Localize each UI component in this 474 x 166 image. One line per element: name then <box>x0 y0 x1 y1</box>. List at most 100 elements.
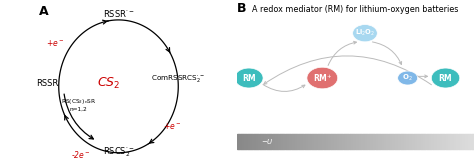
Bar <box>279 134 280 149</box>
Bar <box>437 134 438 149</box>
Bar <box>346 134 347 149</box>
Bar <box>332 134 333 149</box>
Bar <box>404 134 405 149</box>
Bar <box>450 134 451 149</box>
Bar <box>397 134 398 149</box>
Bar <box>463 134 465 149</box>
Bar <box>300 134 301 149</box>
Text: A: A <box>39 5 48 18</box>
Bar <box>418 134 419 149</box>
Bar <box>387 134 389 149</box>
Circle shape <box>353 25 377 42</box>
Bar <box>345 134 346 149</box>
Bar <box>273 134 274 149</box>
Bar <box>298 134 299 149</box>
Bar <box>313 134 314 149</box>
Bar <box>321 134 322 149</box>
Bar <box>461 134 462 149</box>
Bar <box>430 134 431 149</box>
Bar <box>337 134 339 149</box>
Bar <box>265 134 266 149</box>
Text: O$_2$: O$_2$ <box>402 73 413 83</box>
Bar <box>274 134 275 149</box>
Circle shape <box>235 68 263 88</box>
Bar <box>406 134 408 149</box>
Bar <box>307 134 308 149</box>
Text: B: B <box>237 2 246 15</box>
Bar <box>431 134 432 149</box>
Bar <box>294 134 295 149</box>
Bar <box>351 134 352 149</box>
Text: RSCS$_2^{\cdot-}$: RSCS$_2^{\cdot-}$ <box>103 146 134 160</box>
Bar <box>429 134 430 149</box>
Bar <box>304 134 306 149</box>
Bar <box>424 134 426 149</box>
Bar <box>468 134 469 149</box>
Bar <box>441 134 442 149</box>
Bar <box>290 134 292 149</box>
Bar <box>327 134 328 149</box>
Bar <box>391 134 392 149</box>
Bar <box>455 134 456 149</box>
Bar <box>318 134 319 149</box>
Bar <box>454 134 455 149</box>
Bar <box>469 134 470 149</box>
Bar <box>423 134 424 149</box>
Bar <box>270 134 271 149</box>
Bar <box>295 134 296 149</box>
Bar <box>310 134 312 149</box>
Bar <box>380 134 382 149</box>
Bar <box>442 134 443 149</box>
Bar <box>285 134 287 149</box>
Bar <box>256 134 257 149</box>
Bar <box>356 134 358 149</box>
Bar <box>396 134 397 149</box>
Bar <box>462 134 463 149</box>
Bar <box>339 134 340 149</box>
Bar <box>289 134 290 149</box>
Bar <box>359 134 360 149</box>
Bar <box>383 134 384 149</box>
Bar <box>344 134 345 149</box>
Text: A redox mediator (RM) for lithium-oxygen batteries: A redox mediator (RM) for lithium-oxygen… <box>252 5 459 14</box>
Bar <box>319 134 320 149</box>
Bar <box>341 134 342 149</box>
Bar <box>428 134 429 149</box>
Bar <box>348 134 349 149</box>
Bar <box>408 134 409 149</box>
Bar <box>280 134 281 149</box>
Bar <box>394 134 396 149</box>
Bar <box>288 134 289 149</box>
Bar <box>398 134 399 149</box>
Bar <box>436 134 437 149</box>
Bar <box>378 134 379 149</box>
Bar <box>379 134 380 149</box>
Bar <box>444 134 446 149</box>
Bar <box>268 134 269 149</box>
Bar <box>340 134 341 149</box>
Bar <box>447 134 448 149</box>
Bar <box>363 134 364 149</box>
Text: +e$^-$: +e$^-$ <box>163 121 181 131</box>
Bar <box>367 134 369 149</box>
Bar <box>246 134 247 149</box>
Bar <box>417 134 418 149</box>
Bar <box>370 134 371 149</box>
Bar <box>432 134 434 149</box>
Text: -2e$^-$: -2e$^-$ <box>71 149 90 160</box>
Bar <box>465 134 467 149</box>
Bar <box>242 134 243 149</box>
Text: RS(CS$_2$)$_n$SR
n=1,2: RS(CS$_2$)$_n$SR n=1,2 <box>61 97 96 112</box>
Bar <box>449 134 450 149</box>
Bar <box>303 134 304 149</box>
Bar <box>358 134 359 149</box>
Bar <box>377 134 378 149</box>
Bar <box>372 134 373 149</box>
Bar <box>459 134 460 149</box>
Bar <box>331 134 332 149</box>
Bar <box>467 134 468 149</box>
Bar <box>252 134 254 149</box>
Bar <box>403 134 404 149</box>
Bar <box>435 134 436 149</box>
Bar <box>411 134 412 149</box>
